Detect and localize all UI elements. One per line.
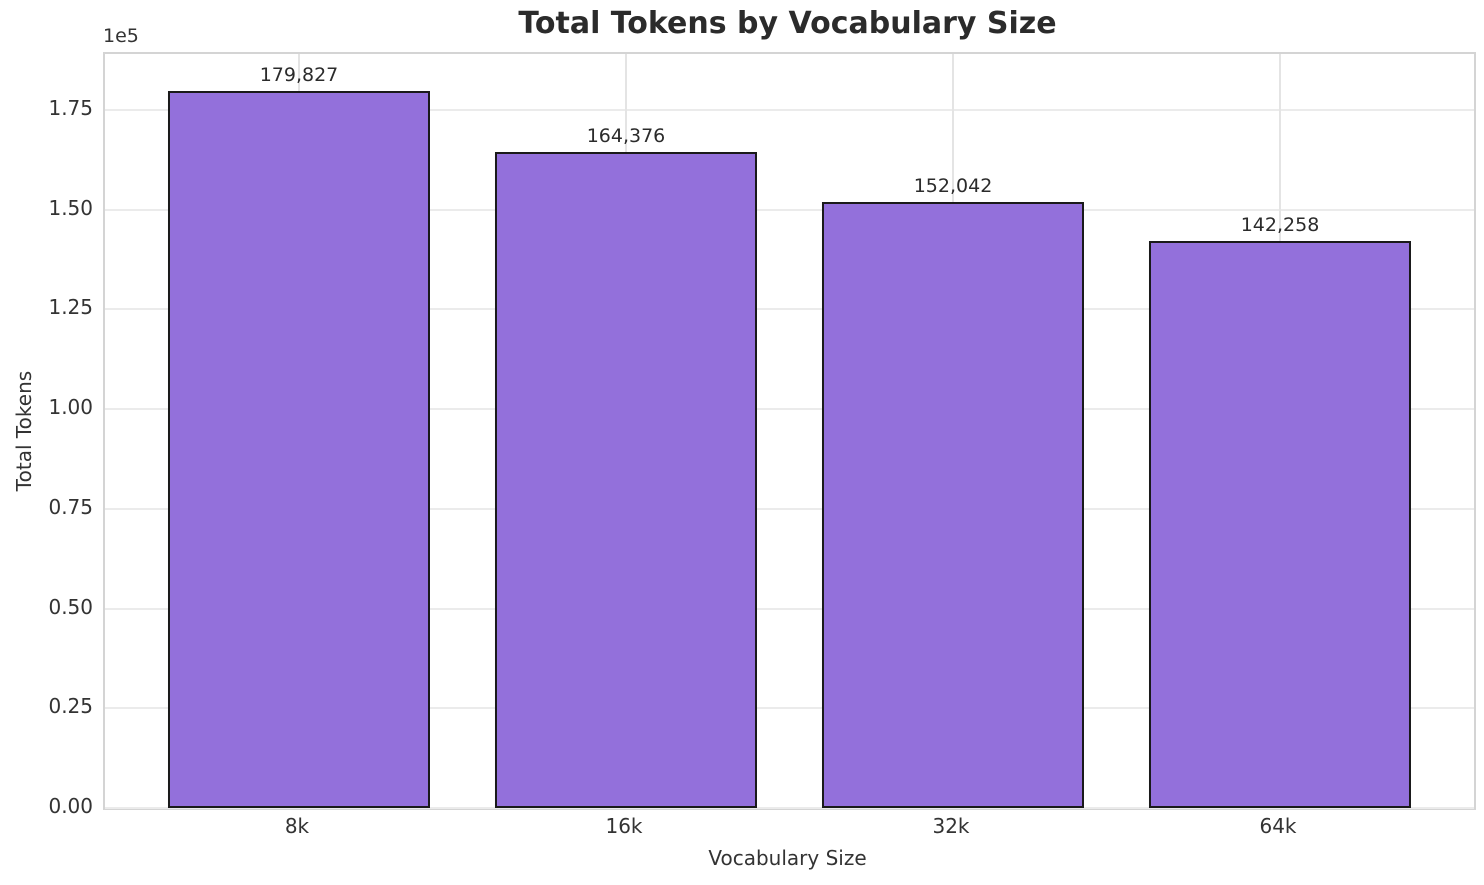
- h-gridline: [105, 707, 1474, 710]
- h-gridline: [105, 607, 1474, 610]
- chart-title: Total Tokens by Vocabulary Size: [518, 6, 1057, 41]
- y-tick-label: 1.00: [48, 395, 93, 420]
- h-gridline: [105, 408, 1474, 411]
- x-tick-label-8k: 8k: [284, 814, 310, 838]
- y-tick-label: 1.75: [48, 96, 93, 120]
- bar-8k: [167, 90, 430, 808]
- x-axis-label: Vocabulary Size: [708, 846, 867, 870]
- y-tick-label: 1.25: [48, 295, 93, 320]
- x-tick-label-32k: 32k: [932, 814, 970, 838]
- h-gridline: [105, 109, 1474, 111]
- plot-area: 179,827 164,376 152,042 142,258: [103, 52, 1476, 810]
- y-tick-label: 0.25: [48, 694, 93, 719]
- x-tick-label-16k: 16k: [605, 814, 643, 838]
- h-gridline: [105, 507, 1474, 510]
- h-gridline: [105, 807, 1474, 809]
- bar-value-label: 179,827: [259, 63, 339, 86]
- bar-32k: [821, 201, 1085, 808]
- bar-value-label: 142,258: [1240, 213, 1320, 236]
- bar-value-label: 152,042: [913, 174, 993, 197]
- y-axis-ticks: 0.00 0.25 0.50 0.75 1.00 1.25 1.50 1.75: [0, 52, 93, 818]
- x-axis-ticks: 8k 16k 32k 64k: [103, 814, 1472, 842]
- h-gridline: [105, 208, 1474, 211]
- y-tick-label: 1.50: [48, 195, 93, 220]
- y-tick-label: 0.75: [48, 494, 93, 519]
- h-gridline: [105, 308, 1474, 311]
- bar-16k: [494, 152, 757, 808]
- y-axis-offset-label: 1e5: [103, 25, 139, 47]
- y-tick-label: 0.50: [48, 594, 93, 619]
- x-tick-label-64k: 64k: [1259, 814, 1297, 838]
- bar-64k: [1148, 240, 1412, 808]
- y-tick-label: 0.00: [48, 794, 93, 818]
- bar-value-label: 164,376: [586, 125, 666, 148]
